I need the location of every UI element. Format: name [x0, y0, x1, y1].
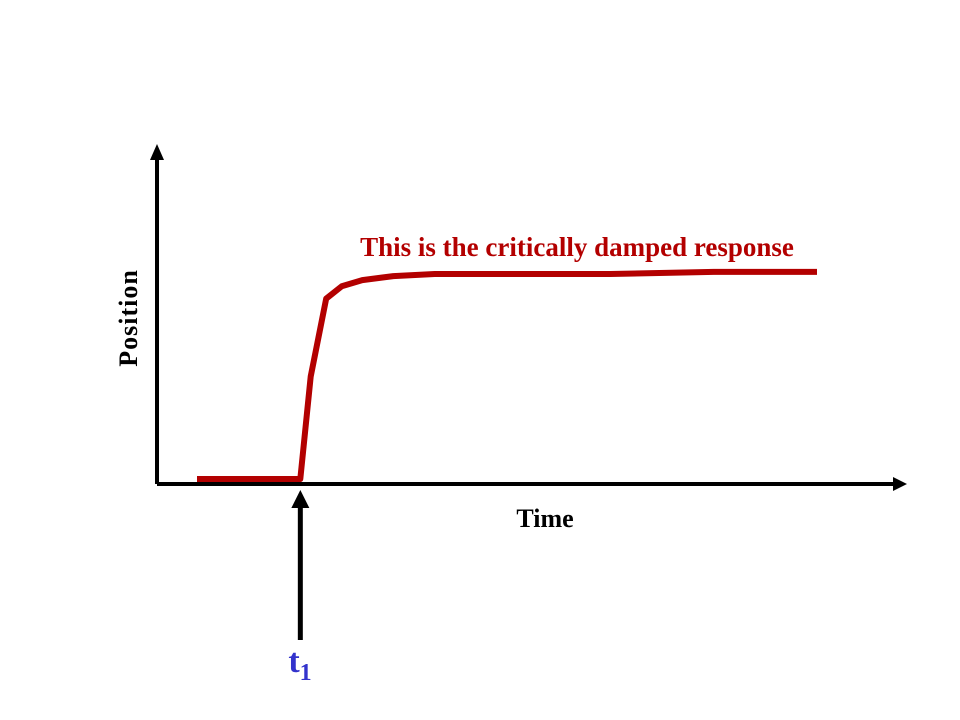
series-line: [197, 268, 817, 482]
y-axis-label: Position: [114, 269, 143, 367]
t1-marker-label: t1: [288, 643, 311, 686]
x-axis-arrow: [893, 477, 907, 491]
t1-marker-label-main: t: [288, 643, 300, 680]
t1-marker-arrowhead: [291, 490, 310, 508]
annotation: This is the critically damped response: [360, 232, 794, 262]
y-axis-arrow: [150, 144, 164, 160]
x-axis-label: Time: [516, 504, 573, 533]
t1-marker-label-sub: 1: [300, 660, 312, 686]
